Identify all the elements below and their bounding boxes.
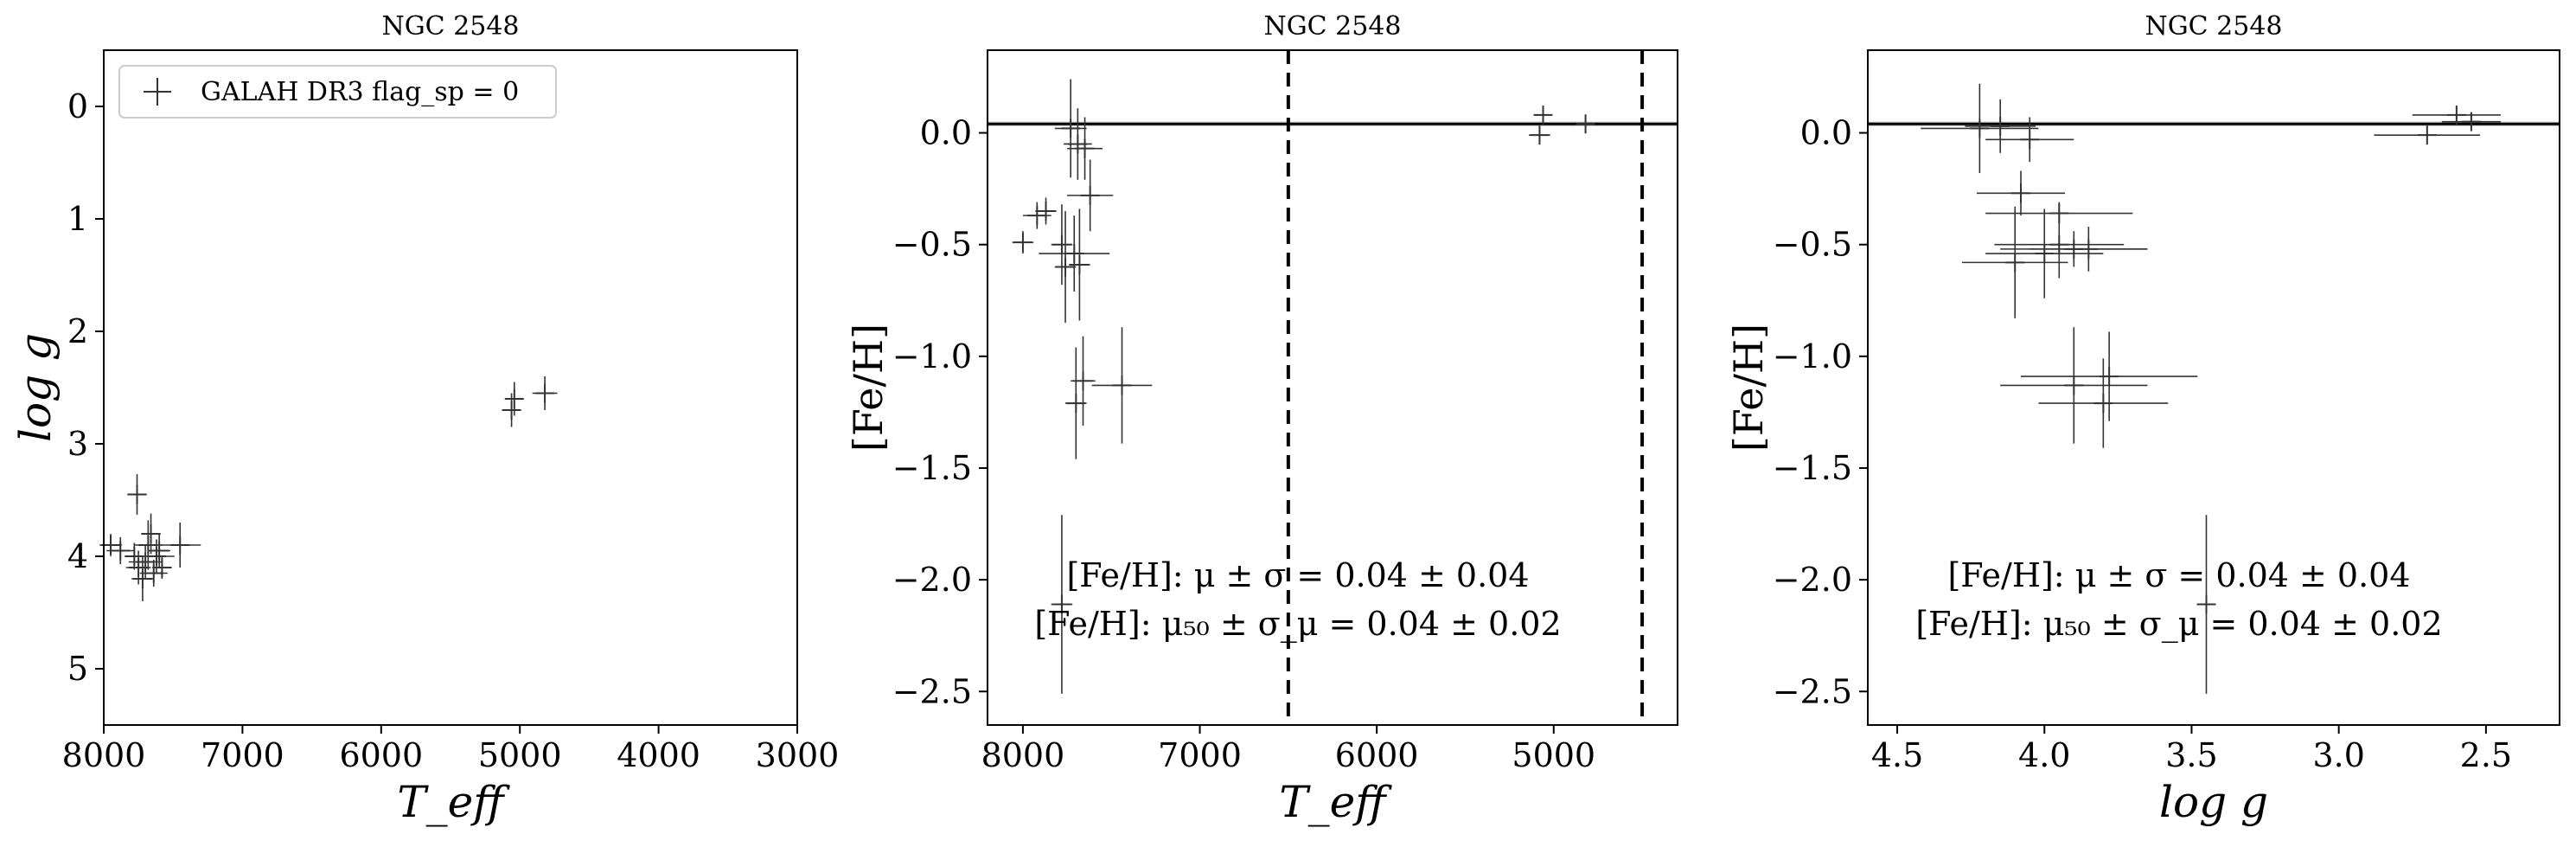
x-tick-label: 2.5: [2460, 736, 2512, 774]
x-tick-label: 8000: [981, 736, 1065, 774]
y-tick-label: −1.5: [892, 449, 972, 487]
data-point: [2021, 331, 2198, 421]
data-point: [1994, 210, 2125, 279]
y-tick-label: 0: [67, 87, 88, 125]
data-point: [1051, 515, 1073, 694]
data-point: [1921, 83, 2039, 174]
data-point: [148, 534, 170, 568]
data-point: [1035, 197, 1057, 225]
data-point: [1039, 215, 1110, 292]
x-tick-label: 3.0: [2312, 736, 2364, 774]
chart-title: NGC 2548: [1263, 11, 1401, 42]
data-point: [1985, 209, 2104, 298]
data-point: [2441, 112, 2501, 132]
data-point: [1965, 99, 2036, 153]
x-tick-label: 6000: [1335, 736, 1419, 774]
data-point: [1054, 210, 1077, 324]
x-tick-label: 4000: [617, 736, 700, 774]
data-point: [2374, 125, 2481, 145]
x-tick-label: 7000: [201, 736, 284, 774]
y-tick-label: 0.0: [920, 114, 972, 152]
data-point: [141, 513, 161, 555]
x-axis-label: T_eff: [1279, 777, 1392, 827]
y-tick-label: −0.5: [892, 226, 972, 264]
data-point: [1054, 79, 1087, 178]
data-point: [2029, 227, 2148, 272]
panel-teff-feh: NGC 2548 8000 7000 6000 5000 0.0 −0.5 −1.0 −1.5 −…: [845, 11, 1678, 827]
y-tick-label: −0.5: [1773, 226, 1852, 264]
data-point: [134, 520, 163, 570]
data-point: [1529, 125, 1550, 145]
y-tick-label: 3: [67, 425, 88, 463]
y-tick-label: −2.0: [892, 561, 972, 599]
y-tick-label: 0.0: [1800, 114, 1852, 152]
data-point: [2412, 105, 2501, 125]
data-point: [1063, 108, 1092, 180]
x-tick-label: 3000: [756, 736, 840, 774]
data-point: [127, 474, 147, 515]
y-tick-label: −2.5: [1773, 672, 1852, 710]
data-point: [1533, 105, 1553, 125]
legend-label: GALAH DR3 flag_sp = 0: [201, 77, 519, 107]
legend: GALAH DR3 flag_sp = 0: [118, 65, 557, 119]
data-point: [131, 556, 154, 601]
data-point: [1067, 159, 1114, 232]
data-point: [139, 559, 168, 587]
data-point: [532, 376, 558, 410]
data-point: [106, 536, 135, 565]
x-axis-label: T_eff: [397, 777, 510, 827]
panel-teff-logg: NGC 2548 8000 7000 6000 5000 4000 3000 0 1 2 3 4 5 T_…: [10, 11, 839, 827]
chart-title: NGC 2548: [381, 11, 519, 42]
x-tick-label: 5000: [478, 736, 562, 774]
y-axis-label: log g: [10, 333, 61, 442]
data-point: [1071, 336, 1096, 426]
data-point: [1012, 231, 1034, 254]
data-point: [1067, 117, 1103, 180]
data-point: [1069, 209, 1090, 321]
y-tick-label: 4: [67, 537, 88, 575]
y-tick-label: −1.0: [892, 337, 972, 375]
stats-annotation: [Fe/H]: μ ± σ = 0.04 ± 0.04: [1066, 556, 1529, 594]
legend-box: [118, 65, 557, 119]
x-tick-label: 5000: [1512, 736, 1595, 774]
axes-frame: [103, 49, 798, 726]
data-point: [2038, 358, 2169, 448]
data-point: [1091, 327, 1153, 444]
x-tick-label: 6000: [339, 736, 423, 774]
x-tick-label: 7000: [1158, 736, 1242, 774]
y-tick-label: −2.5: [892, 672, 972, 710]
chart-title: NGC 2548: [2145, 11, 2282, 42]
data-point: [1051, 204, 1073, 286]
x-tick-label: 3.5: [2165, 736, 2217, 774]
data-point: [1985, 117, 2074, 163]
y-axis-label: [Fe/H]: [845, 324, 892, 452]
data-point: [2196, 515, 2216, 694]
x-tick-label: 4.5: [1871, 736, 1923, 774]
x-tick-label: 8000: [62, 736, 146, 774]
y-tick-label: 2: [67, 312, 88, 350]
y-tick-label: −1.5: [1773, 449, 1852, 487]
data-point: [159, 523, 201, 568]
data-point: [152, 556, 172, 579]
data-point: [1576, 114, 1595, 134]
x-axis-label: log g: [2159, 777, 2268, 827]
axes-frame: [987, 49, 1678, 726]
x-tick-label: 4.0: [2018, 736, 2070, 774]
data-point: [2000, 327, 2148, 444]
data-point: [504, 382, 524, 416]
axes-frame: [1867, 49, 2560, 726]
y-tick-label: −1.0: [1773, 337, 1852, 375]
y-tick-label: −2.0: [1773, 561, 1852, 599]
data-point: [1976, 170, 2066, 216]
y-tick-label: 5: [67, 650, 88, 688]
data-point: [1022, 202, 1051, 229]
data-point: [1961, 206, 2068, 318]
y-axis-label: [Fe/H]: [1725, 324, 1772, 452]
stats-annotation: [Fe/H]: μ ± σ = 0.04 ± 0.04: [1947, 556, 2410, 594]
stats-annotation: [Fe/H]: μ₅₀ ± σ_μ = 0.04 ± 0.02: [1034, 605, 1561, 644]
panel-logg-feh: NGC 2548 4.5 4.0 3.5 3.0 2.5 0.0 −0.5 −1.0 −1.5 −2…: [1725, 11, 2560, 827]
y-tick-label: 1: [67, 200, 88, 238]
stats-annotation: [Fe/H]: μ₅₀ ± σ_μ = 0.04 ± 0.02: [1915, 605, 2442, 644]
